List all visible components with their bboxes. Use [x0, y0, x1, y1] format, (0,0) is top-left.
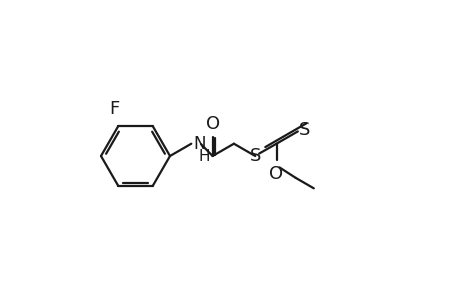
- Text: S: S: [249, 147, 260, 165]
- Text: N: N: [193, 135, 206, 153]
- Text: F: F: [109, 100, 119, 118]
- Text: H: H: [198, 149, 210, 164]
- Text: O: O: [269, 165, 283, 183]
- Text: O: O: [205, 115, 219, 133]
- Text: S: S: [298, 121, 309, 139]
